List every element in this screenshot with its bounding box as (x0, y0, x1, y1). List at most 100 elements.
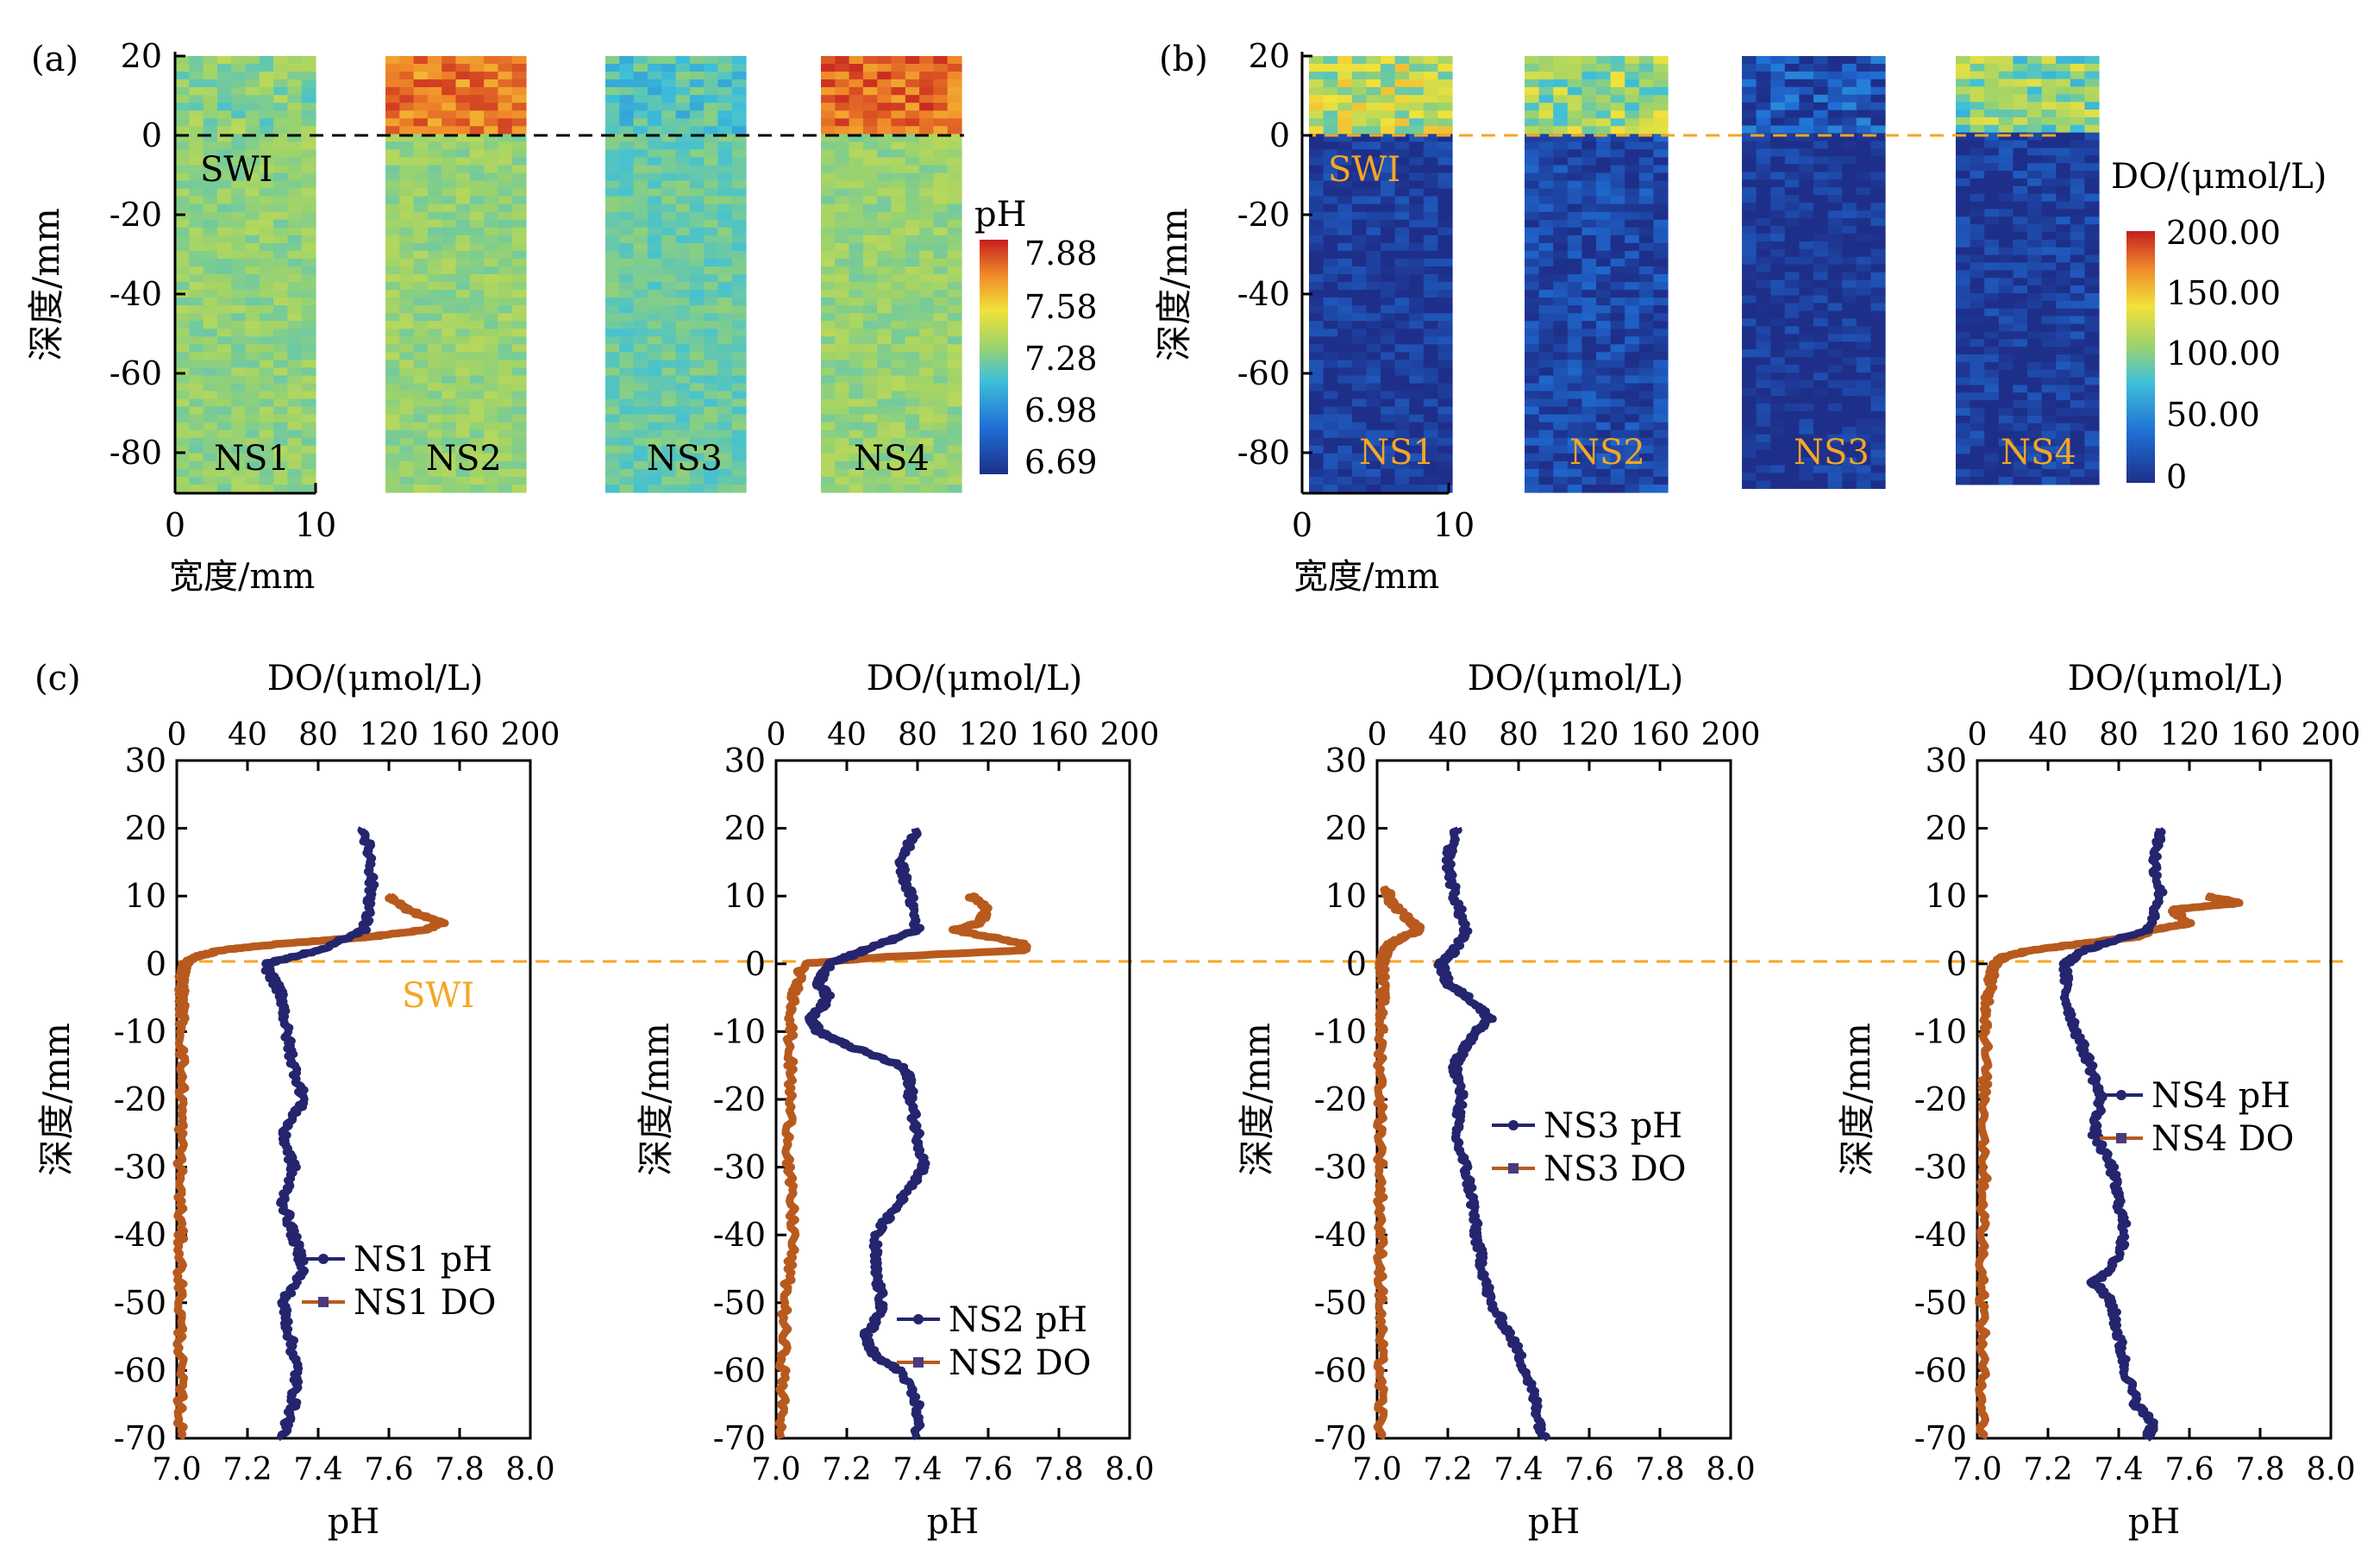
pixel-cell (675, 250, 691, 260)
pixel-cell (877, 321, 892, 329)
pixel-cell (301, 64, 316, 72)
pixel-cell (203, 429, 218, 439)
pixel-cell (717, 398, 733, 408)
pixel-cell (1538, 235, 1554, 244)
pixel-cell (259, 321, 274, 329)
pixel-cell (933, 196, 949, 205)
pixel-cell (905, 344, 920, 353)
pixel-cell (919, 336, 934, 345)
pixel-cell (2056, 285, 2071, 294)
pixel-cell (731, 211, 747, 221)
pixel-cell (259, 188, 274, 197)
pixel-cell (2084, 117, 2100, 126)
pixel-cell (877, 134, 892, 142)
pixel-cell (1742, 403, 1757, 412)
pixel-cell (731, 476, 747, 485)
pixel-cell (704, 180, 718, 190)
pixel-cell (1381, 172, 1396, 182)
pixel-cell (455, 391, 471, 400)
pixel-cell (1625, 367, 1640, 376)
pixel-cell (1309, 103, 1325, 111)
pixel-cell (1984, 446, 2000, 454)
pixel-cell (1756, 426, 1771, 435)
pixel-cell (1827, 102, 1843, 111)
pixel-cell (1596, 180, 1612, 190)
pixel-cell (633, 258, 648, 267)
pixel-cell (1323, 429, 1338, 439)
pixel-cell (862, 188, 878, 197)
pixel-cell (1381, 485, 1396, 493)
pixel-cell (484, 126, 498, 135)
pixel-cell (287, 64, 303, 72)
pixel-cell (1596, 352, 1612, 360)
pixel-cell (2070, 285, 2085, 294)
pixel-cell (1984, 254, 2000, 264)
pixel-cell (469, 485, 485, 493)
pixel-cell (498, 398, 513, 408)
pixel-cell (1610, 110, 1625, 119)
pixel-cell (2056, 300, 2071, 310)
pixel-cell (717, 375, 733, 385)
pixel-cell (259, 266, 274, 275)
pixel-cell (455, 329, 471, 337)
pixel-cell (175, 468, 190, 478)
pixel-cell (1596, 235, 1612, 244)
pixel-cell (835, 445, 850, 454)
pixel-cell (877, 398, 892, 408)
pixel-cell (1625, 219, 1640, 228)
pixel-cell (717, 336, 733, 345)
pixel-cell (1423, 468, 1438, 478)
pixel-cell (1756, 403, 1771, 412)
pixel-cell (1581, 445, 1597, 454)
x-tick-label: 7.2 (222, 1452, 272, 1487)
pixel-cell (1610, 460, 1625, 470)
pixel-cell (1956, 423, 1971, 432)
pixel-cell (619, 219, 635, 228)
pixel-cell (1323, 297, 1338, 306)
pixel-cell (2041, 369, 2057, 379)
pixel-cell (1323, 157, 1338, 166)
pixel-cell (1799, 248, 1814, 258)
pixel-cell (1756, 233, 1771, 242)
pixel-cell (1581, 352, 1597, 360)
pixel-cell (947, 445, 962, 454)
pixel-cell (947, 242, 962, 252)
pixel-cell (189, 242, 204, 252)
pixel-cell (1870, 341, 1886, 350)
pixel-cell (1366, 429, 1381, 439)
pixel-cell (1742, 78, 1757, 88)
pixel-cell (245, 321, 260, 329)
pixel-cell (1581, 64, 1597, 72)
pixel-cell (287, 290, 303, 298)
pixel-cell (633, 313, 648, 322)
pixel-cell (273, 445, 288, 454)
pixel-cell (1625, 313, 1640, 322)
pixel-cell (1553, 110, 1569, 119)
pixel-cell (633, 336, 648, 345)
pixel-cell (862, 266, 878, 275)
y-tick-label: -80 (110, 434, 162, 472)
pixel-cell (647, 110, 662, 119)
pixel-cell (1984, 361, 2000, 371)
pixel-cell (1366, 219, 1381, 228)
pixel-cell (273, 313, 288, 322)
pixel-cell (1827, 287, 1843, 297)
pixel-cell (849, 383, 864, 392)
pixel-cell (1770, 156, 1786, 165)
pixel-cell (1610, 375, 1625, 385)
pixel-cell (245, 242, 260, 252)
pixel-cell (1423, 242, 1438, 252)
pixel-cell (647, 118, 662, 127)
pixel-cell (2070, 423, 2085, 432)
pixel-cell (1625, 445, 1640, 454)
legend-label-ph: NS4 pH (2151, 1076, 2290, 1116)
pixel-cell (919, 103, 934, 111)
pixel-cell (647, 453, 662, 462)
pixel-cell (2084, 354, 2100, 363)
pixel-cell (189, 414, 204, 423)
pixel-cell (216, 134, 232, 142)
pixel-cell (1870, 349, 1886, 358)
pixel-cell (1799, 203, 1814, 211)
pixel-cell (301, 398, 316, 408)
x2-tick-label: 40 (2028, 717, 2068, 753)
